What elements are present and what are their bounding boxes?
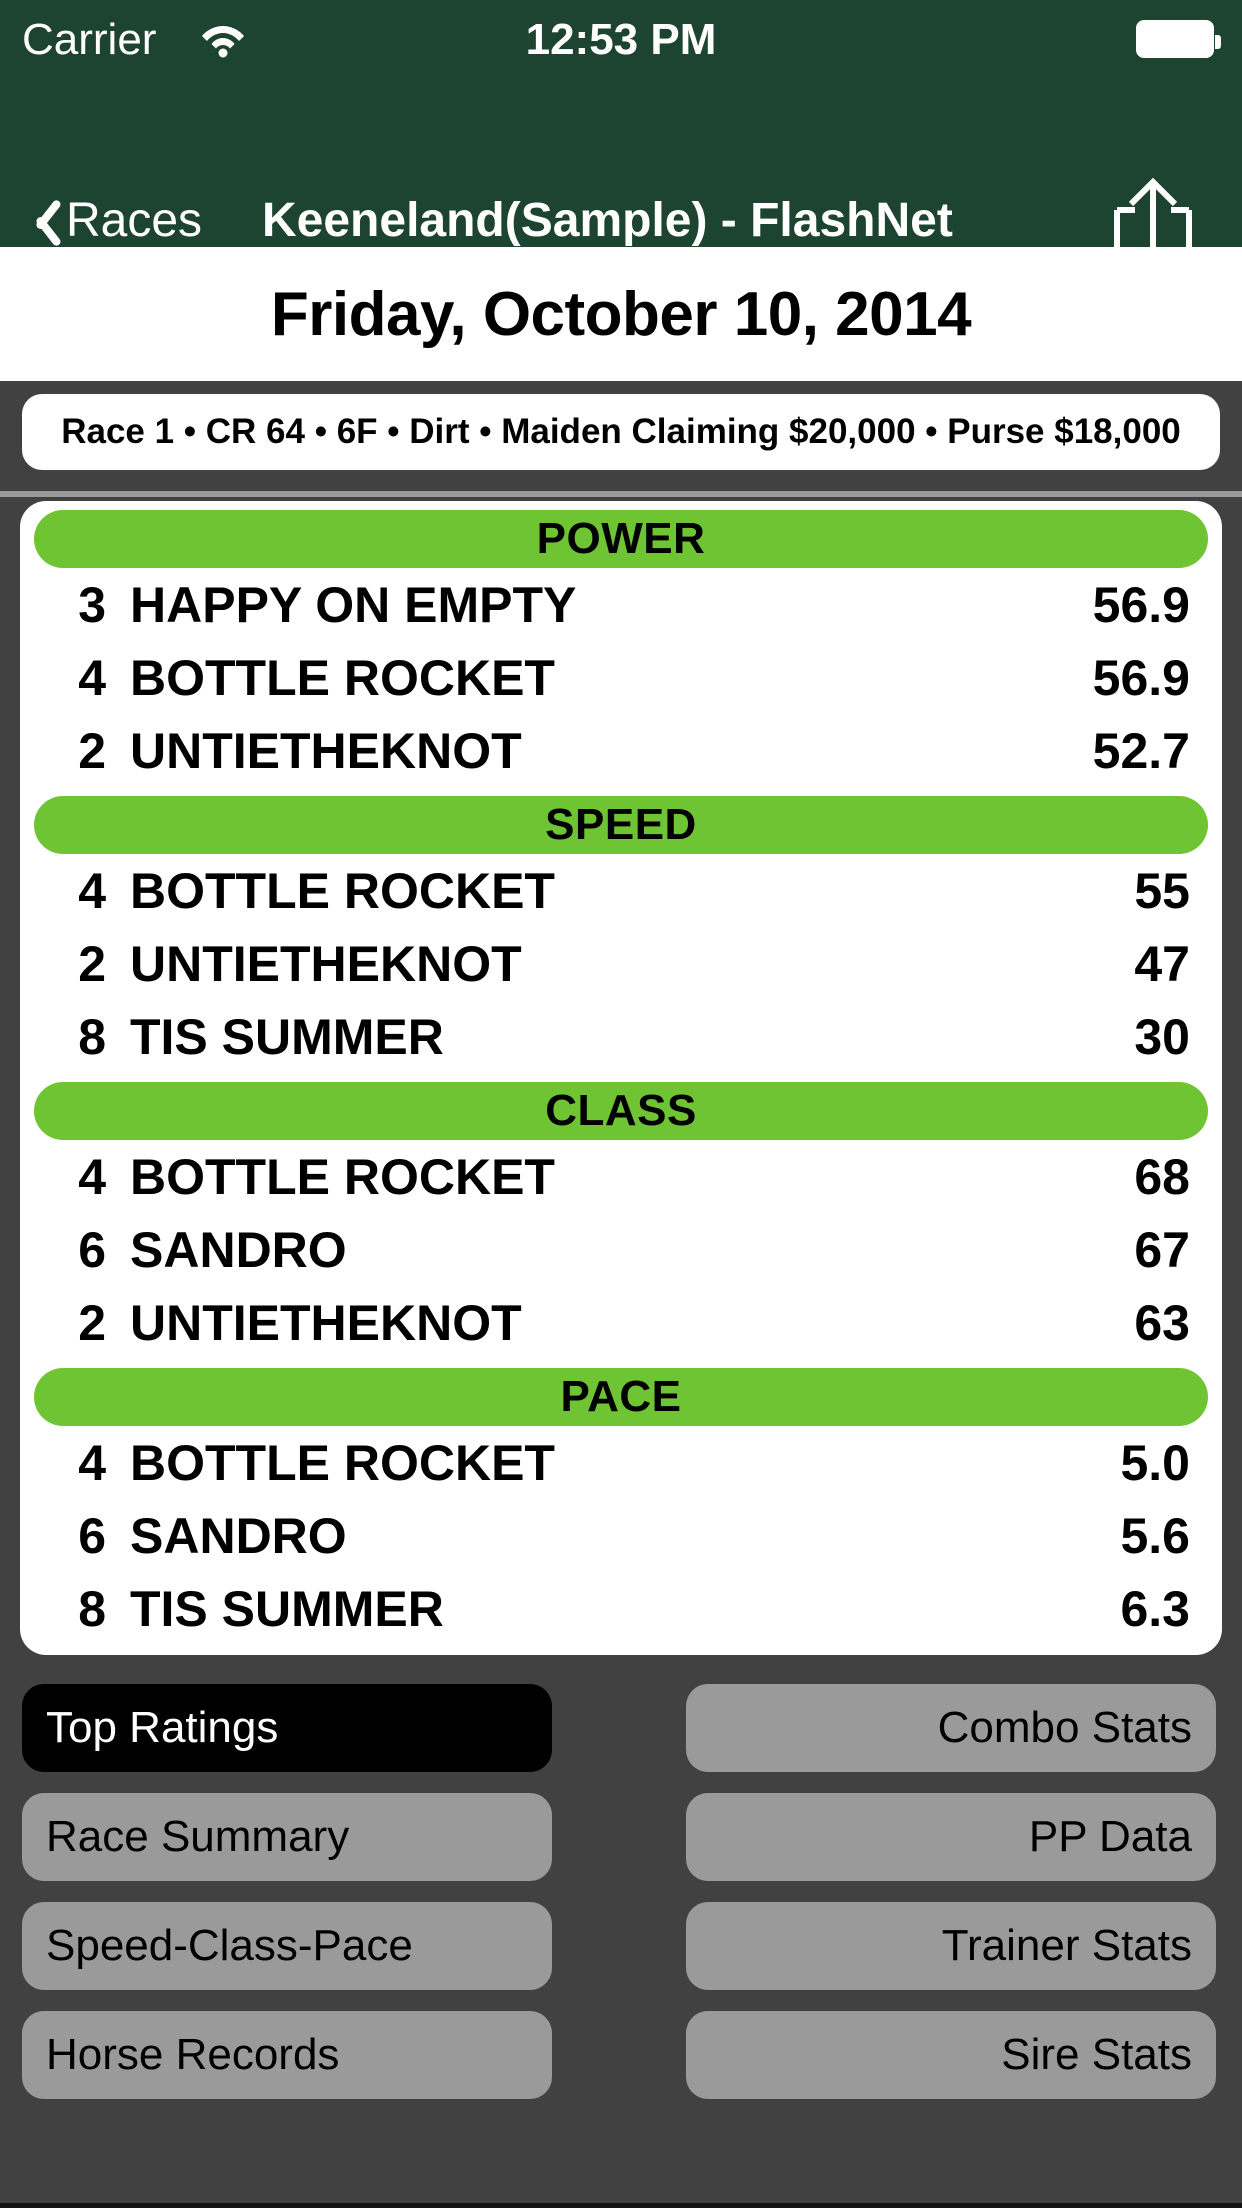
bottom-edge	[0, 2203, 1242, 2208]
rating-value: 55	[1134, 862, 1190, 919]
nav-button-horse-records[interactable]: Horse Records	[22, 2011, 552, 2099]
rating-row[interactable]: 6 SANDRO 5.6	[20, 1499, 1222, 1572]
rating-section-title: POWER	[536, 514, 706, 563]
horse-number: 3	[78, 576, 106, 633]
horse-name: BOTTLE ROCKET	[130, 862, 555, 919]
horse-name: UNTIETHEKNOT	[130, 722, 522, 779]
nav-button-combo-stats[interactable]: Combo Stats	[686, 1684, 1216, 1772]
rating-section-header: POWER	[34, 510, 1208, 568]
horse-name: UNTIETHEKNOT	[130, 935, 522, 992]
horse-name: TIS SUMMER	[130, 1008, 444, 1065]
horse-name: BOTTLE ROCKET	[130, 1434, 555, 1491]
nav-button-label: Horse Records	[46, 2030, 340, 2079]
back-button[interactable]: Races	[20, 192, 202, 250]
horse-number: 4	[78, 1434, 106, 1491]
rating-row[interactable]: 3 HAPPY ON EMPTY 56.9	[20, 568, 1222, 641]
rating-value: 5.6	[1120, 1507, 1190, 1564]
horse-name: BOTTLE ROCKET	[130, 1148, 555, 1205]
rating-row[interactable]: 2 UNTIETHEKNOT 47	[20, 927, 1222, 1000]
rating-value: 47	[1134, 935, 1190, 992]
rating-row[interactable]: 2 UNTIETHEKNOT 63	[20, 1286, 1222, 1359]
rating-section-title: SPEED	[545, 800, 697, 849]
horse-number: 4	[78, 862, 106, 919]
horse-name: BOTTLE ROCKET	[130, 649, 555, 706]
chevron-left-icon	[20, 192, 54, 250]
nav-button-top-ratings[interactable]: Top Ratings	[22, 1684, 552, 1772]
nav-button-label: PP Data	[1028, 1812, 1192, 1861]
rating-value: 68	[1134, 1148, 1190, 1205]
horse-number: 8	[78, 1008, 106, 1065]
battery-full-icon	[1136, 20, 1221, 58]
nav-button-label: Race Summary	[46, 1812, 350, 1861]
nav-button-race-summary[interactable]: Race Summary	[22, 1793, 552, 1881]
rating-row[interactable]: 6 SANDRO 67	[20, 1213, 1222, 1286]
navigation-button-grid: Top Ratings Race Summary Speed-Class-Pace H…	[0, 1684, 1242, 2099]
horse-name: UNTIETHEKNOT	[130, 1294, 522, 1351]
horse-number: 2	[78, 1294, 106, 1351]
rating-section-title: CLASS	[545, 1086, 697, 1135]
rating-row[interactable]: 2 UNTIETHEKNOT 52.7	[20, 714, 1222, 787]
rating-value: 56.9	[1092, 576, 1190, 633]
nav-button-sire-stats[interactable]: Sire Stats	[686, 2011, 1216, 2099]
nav-button-pp-data[interactable]: PP Data	[686, 1793, 1216, 1881]
nav-button-label: Trainer Stats	[941, 1921, 1192, 1970]
rating-section-title: PACE	[560, 1372, 682, 1421]
nav-button-trainer-stats[interactable]: Trainer Stats	[686, 1902, 1216, 1990]
race-info-bar: Race 1 • CR 64 • 6F • Dirt • Maiden Clai…	[0, 381, 1242, 491]
rating-row[interactable]: 8 TIS SUMMER 30	[20, 1000, 1222, 1073]
status-bar: Carrier 12:53 PM	[0, 0, 1242, 82]
horse-number: 8	[78, 1580, 106, 1637]
horse-name: TIS SUMMER	[130, 1580, 444, 1637]
horse-number: 2	[78, 722, 106, 779]
rating-value: 67	[1134, 1221, 1190, 1278]
horse-number: 6	[78, 1507, 106, 1564]
horse-number: 4	[78, 1148, 106, 1205]
race-info-pill[interactable]: Race 1 • CR 64 • 6F • Dirt • Maiden Clai…	[22, 394, 1220, 470]
rating-value: 56.9	[1092, 649, 1190, 706]
rating-value: 52.7	[1092, 722, 1190, 779]
horse-name: SANDRO	[130, 1221, 347, 1278]
status-time: 12:53 PM	[525, 15, 717, 64]
rating-row[interactable]: 4 BOTTLE ROCKET 56.9	[20, 641, 1222, 714]
race-info-text: Race 1 • CR 64 • 6F • Dirt • Maiden Clai…	[61, 412, 1181, 451]
nav-button-label: Top Ratings	[46, 1703, 279, 1752]
rating-value: 6.3	[1120, 1580, 1190, 1637]
carrier-label: Carrier	[22, 15, 157, 64]
rating-value: 63	[1134, 1294, 1190, 1351]
nav-button-label: Sire Stats	[1001, 2030, 1192, 2079]
rating-section-header: SPEED	[34, 796, 1208, 854]
rating-row[interactable]: 4 BOTTLE ROCKET 55	[20, 854, 1222, 927]
top-ratings-card: POWER 3 HAPPY ON EMPTY 56.9 4 BOTTLE ROCKET 56…	[20, 501, 1222, 1655]
nav-button-speed-class-pace[interactable]: Speed-Class-Pace	[22, 1902, 552, 1990]
nav-button-label: Combo Stats	[937, 1703, 1192, 1752]
rating-value: 5.0	[1120, 1434, 1190, 1491]
rating-row[interactable]: 8 TIS SUMMER 6.3	[20, 1572, 1222, 1645]
divider	[0, 491, 1242, 497]
wifi-icon	[200, 20, 246, 58]
rating-section-header: CLASS	[34, 1082, 1208, 1140]
horse-number: 2	[78, 935, 106, 992]
horse-number: 6	[78, 1221, 106, 1278]
horse-name: SANDRO	[130, 1507, 347, 1564]
back-button-label: Races	[66, 194, 203, 247]
nav-bar: Races Keeneland(Sample) - FlashNet	[0, 82, 1242, 274]
date-header: Friday, October 10, 2014	[0, 247, 1242, 381]
nav-button-label: Speed-Class-Pace	[46, 1921, 413, 1970]
page-title: Keeneland(Sample) - FlashNet	[262, 194, 953, 247]
rating-value: 30	[1134, 1008, 1190, 1065]
rating-row[interactable]: 4 BOTTLE ROCKET 5.0	[20, 1426, 1222, 1499]
race-date: Friday, October 10, 2014	[270, 279, 972, 349]
horse-name: HAPPY ON EMPTY	[130, 576, 577, 633]
rating-row[interactable]: 4 BOTTLE ROCKET 68	[20, 1140, 1222, 1213]
rating-section-header: PACE	[34, 1368, 1208, 1426]
horse-number: 4	[78, 649, 106, 706]
